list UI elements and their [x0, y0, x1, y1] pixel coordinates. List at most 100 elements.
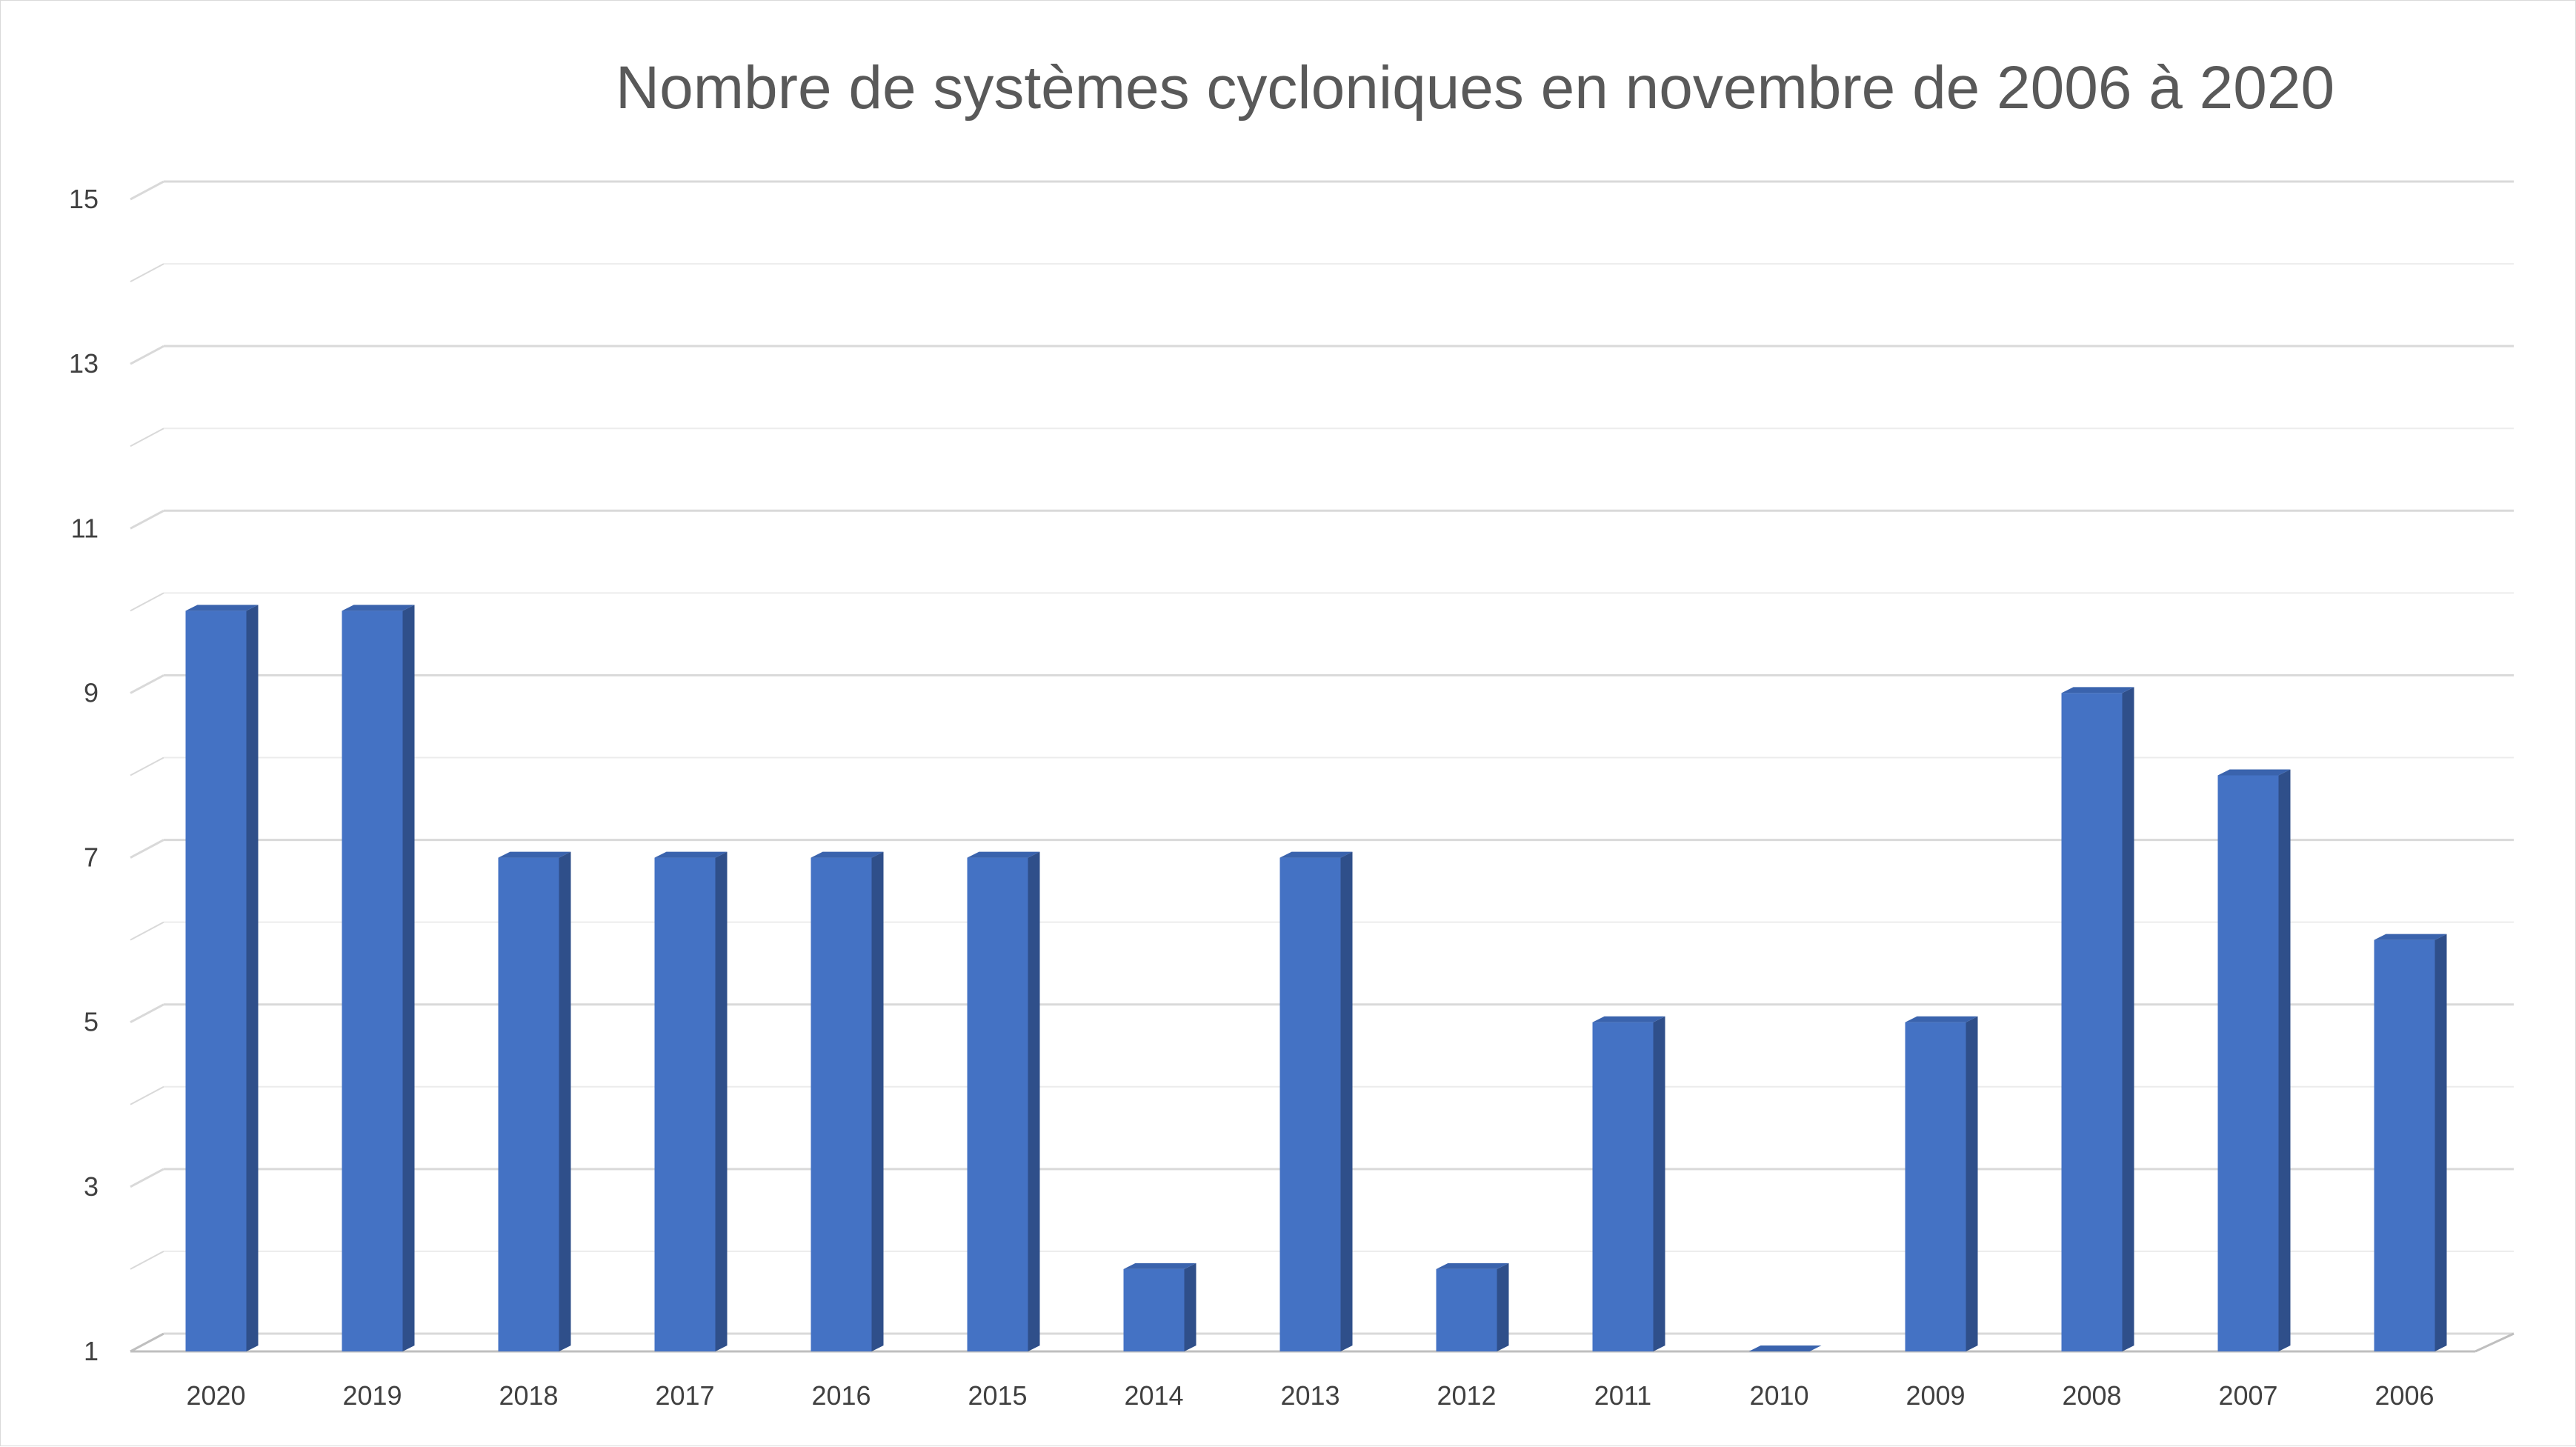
bar-top — [1123, 1263, 1197, 1269]
bar-front — [342, 611, 403, 1351]
y-tick-label: 11 — [71, 513, 99, 543]
bar — [654, 851, 728, 1351]
x-tick-label: 2006 — [2374, 1380, 2434, 1411]
x-tick-label: 2013 — [1280, 1380, 1339, 1411]
gridline-major-diagonal — [130, 1168, 164, 1188]
bar-front — [2061, 693, 2123, 1351]
bar-side — [246, 605, 259, 1351]
bar-side — [1184, 1263, 1197, 1351]
bar — [1592, 1016, 1665, 1351]
bar — [2217, 769, 2291, 1351]
bar-front — [1279, 857, 1341, 1351]
gridline-major-diagonal — [130, 1003, 164, 1024]
bar — [498, 851, 571, 1351]
x-tick-label: 2016 — [811, 1380, 871, 1411]
y-tick-label: 3 — [84, 1171, 99, 1202]
bar-front — [654, 857, 716, 1351]
gridline-major-diagonal — [130, 345, 164, 365]
bar-side — [2278, 769, 2291, 1351]
x-tick-label: 2017 — [655, 1380, 714, 1411]
x-tick-label: 2014 — [1124, 1380, 1183, 1411]
bar-top — [498, 851, 571, 858]
x-tick-label: 2018 — [499, 1380, 558, 1411]
floor-edge — [130, 1332, 164, 1353]
bar — [1279, 851, 1353, 1351]
gridline-major-diagonal — [130, 839, 164, 859]
bar-front — [1905, 1022, 1966, 1351]
bar-side — [715, 851, 728, 1351]
floor-right-edge — [2475, 1332, 2515, 1353]
y-tick-label: 1 — [84, 1336, 99, 1366]
x-tick-label: 2012 — [1437, 1380, 1496, 1411]
x-tick-label: 2007 — [2218, 1380, 2277, 1411]
bars — [185, 605, 2447, 1351]
bar-side — [871, 851, 884, 1351]
bar-side — [559, 851, 571, 1351]
gridline-minor-diagonal — [130, 263, 164, 282]
bar — [1436, 1263, 1509, 1351]
bar — [967, 851, 1040, 1351]
bar-side — [2122, 687, 2134, 1351]
bar-front — [1592, 1022, 1654, 1351]
bar-front — [2374, 939, 2435, 1351]
bar-top — [967, 851, 1040, 858]
gridline-minor-diagonal — [130, 592, 164, 612]
y-tick-label: 7 — [84, 842, 99, 873]
gridline-minor-diagonal — [130, 921, 164, 941]
x-tick-label: 2008 — [2062, 1380, 2121, 1411]
bar-front — [1123, 1268, 1185, 1351]
gridline-minor-diagonal — [130, 1251, 164, 1270]
gridline-major-diagonal — [130, 674, 164, 694]
bar-front — [2217, 775, 2279, 1351]
bar-side — [1028, 851, 1040, 1351]
bar-top — [1905, 1016, 1978, 1022]
y-tick-label: 5 — [84, 1007, 99, 1037]
y-tick-label: 15 — [69, 184, 99, 214]
bar-front — [967, 857, 1028, 1351]
bar-top — [185, 605, 259, 611]
bar-top — [1748, 1345, 1822, 1351]
bar — [342, 605, 415, 1351]
bar-front — [185, 611, 247, 1351]
gridline-major-diagonal — [130, 509, 164, 530]
gridline-major-diagonal — [130, 180, 164, 201]
chart-title: Nombre de systèmes cycloniques en novemb… — [616, 54, 2334, 122]
bar — [185, 605, 259, 1351]
bar-top — [1279, 851, 1353, 858]
bar — [811, 851, 884, 1351]
y-tick-label: 13 — [69, 348, 99, 379]
bar-top — [2374, 934, 2447, 940]
gridline-minor-diagonal — [130, 756, 164, 776]
x-tick-label: 2010 — [1749, 1380, 1808, 1411]
gridline-minor-diagonal — [130, 428, 164, 448]
bar-front — [811, 857, 872, 1351]
bar-side — [2434, 934, 2447, 1351]
bar-side — [1497, 1263, 1509, 1351]
x-tick-label: 2019 — [342, 1380, 402, 1411]
bar-front — [1436, 1268, 1497, 1351]
bar — [1905, 1016, 1978, 1351]
bar — [2061, 687, 2134, 1351]
bar-top — [654, 851, 728, 858]
bar — [1748, 1345, 1822, 1351]
bar-side — [1340, 851, 1353, 1351]
bar-top — [811, 851, 884, 858]
bar-top — [342, 605, 415, 611]
bar-top — [2217, 769, 2291, 776]
x-tick-label: 2020 — [186, 1380, 245, 1411]
gridline-minor-diagonal — [130, 1085, 164, 1105]
bar — [2374, 934, 2447, 1351]
bar-side — [1966, 1016, 1978, 1351]
x-tick-label: 2011 — [1594, 1380, 1651, 1411]
y-tick-label: 9 — [84, 677, 99, 708]
x-tick-label: 2009 — [1906, 1380, 1965, 1411]
bar-top — [1592, 1016, 1665, 1022]
bar-side — [402, 605, 415, 1351]
bar-top — [2061, 687, 2134, 693]
bar — [1123, 1263, 1197, 1351]
x-axis-ticks: 2020 2019 2018 2017 2016 2015 2014 2013 2012 2011… — [186, 1380, 2434, 1411]
bar-side — [1653, 1016, 1665, 1351]
